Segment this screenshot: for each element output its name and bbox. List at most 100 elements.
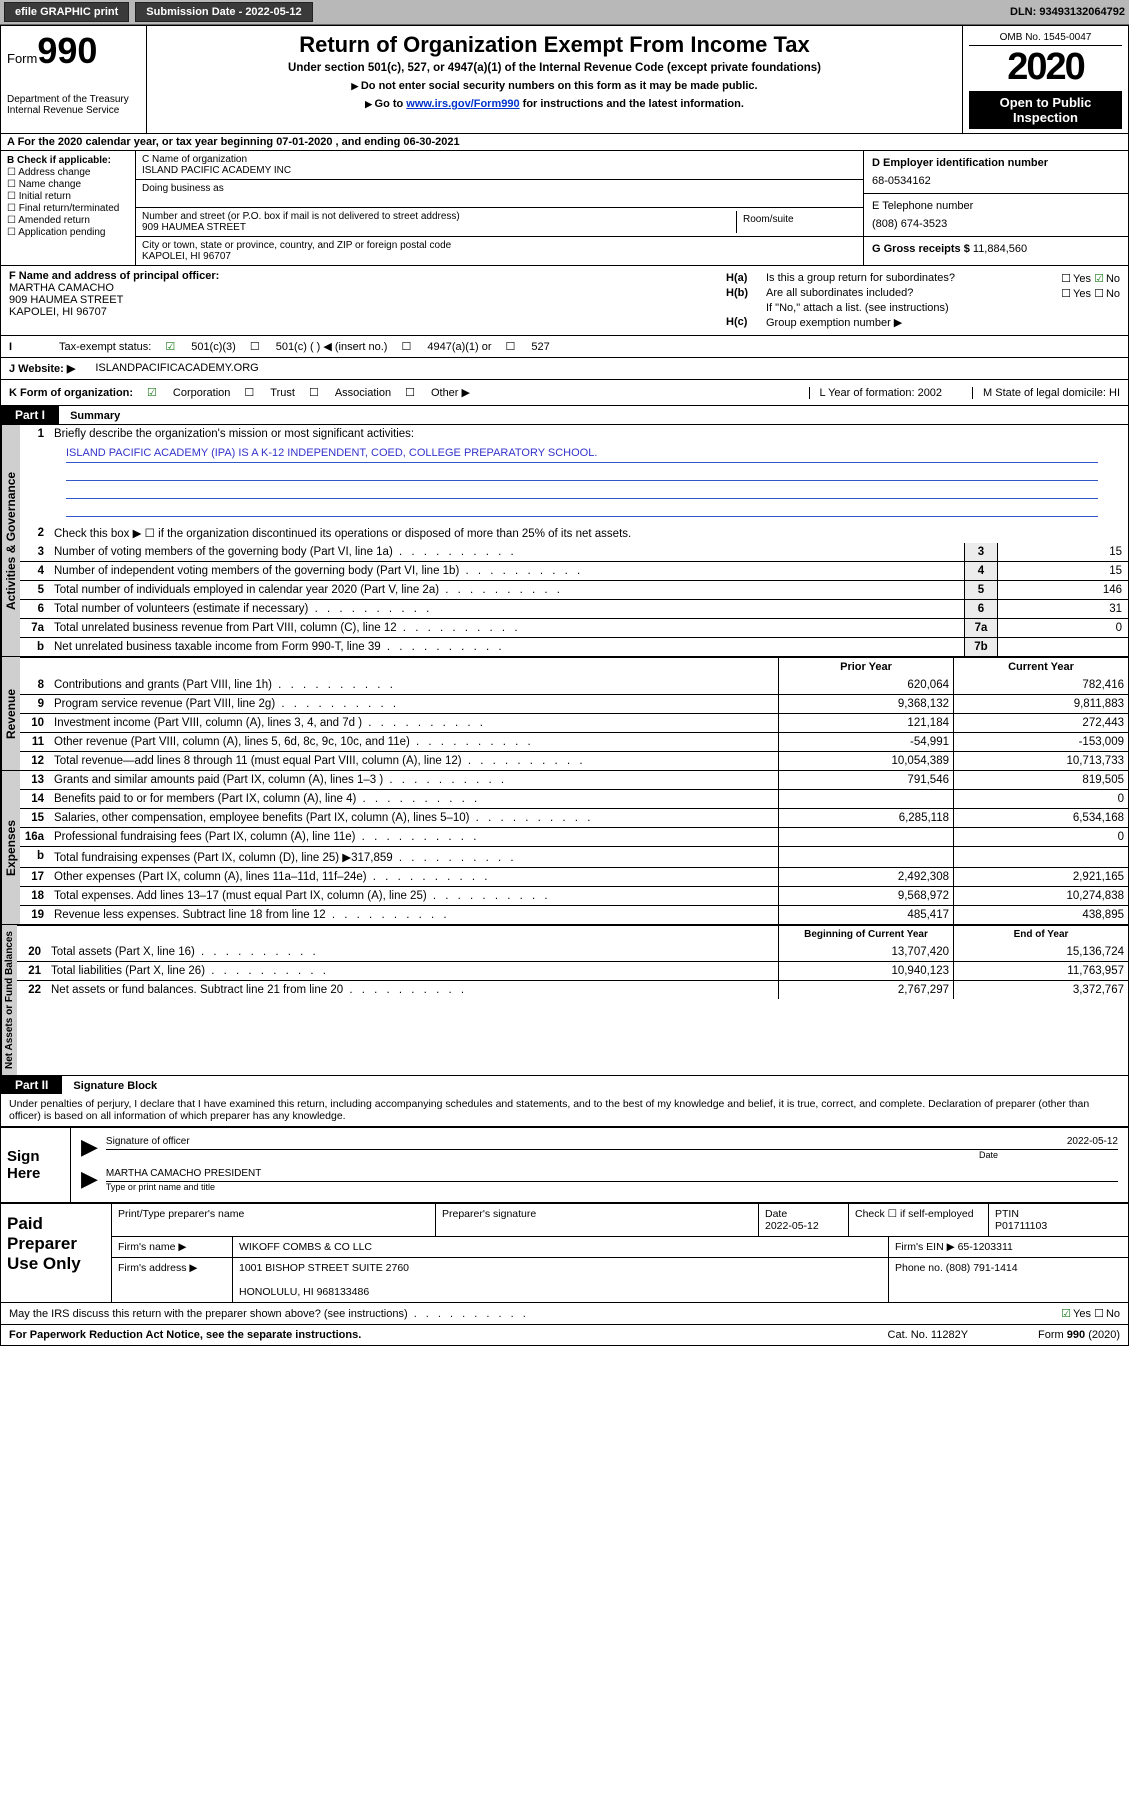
hb-yes[interactable] xyxy=(1061,288,1073,300)
chk-corporation[interactable] xyxy=(147,386,159,399)
gov-line-4: 4Number of independent voting members of… xyxy=(20,561,1128,580)
chk-name-change[interactable]: Name change xyxy=(7,179,129,190)
end-year-hdr: End of Year xyxy=(953,926,1128,943)
pra-notice: For Paperwork Reduction Act Notice, see … xyxy=(9,1329,361,1341)
addr-value: 909 HAUMEA STREET xyxy=(142,222,736,233)
chk-amended-return[interactable]: Amended return xyxy=(7,215,129,226)
exp-line-19: 19Revenue less expenses. Subtract line 1… xyxy=(20,905,1128,924)
form-id-cell: Form990 Department of the Treasury Inter… xyxy=(1,26,146,133)
gov-line-6: 6Total number of volunteers (estimate if… xyxy=(20,599,1128,618)
chk-527[interactable] xyxy=(506,340,518,353)
footer-row: For Paperwork Reduction Act Notice, see … xyxy=(1,1324,1128,1345)
rev-line-12: 12Total revenue—add lines 8 through 11 (… xyxy=(20,751,1128,770)
vtab-governance: Activities & Governance xyxy=(1,425,20,656)
part2-title: Signature Block xyxy=(65,1078,165,1094)
irs-link[interactable]: www.irs.gov/Form990 xyxy=(406,98,519,110)
entity-info-grid: B Check if applicable: Address change Na… xyxy=(1,151,1128,265)
tax-label: Tax-exempt status: xyxy=(59,341,151,353)
gov-line-3: 3Number of voting members of the governi… xyxy=(20,543,1128,561)
irs-yes[interactable] xyxy=(1061,1308,1073,1320)
fghj-row: F Name and address of principal officer:… xyxy=(1,265,1128,335)
org-name: ISLAND PACIFIC ACADEMY INC xyxy=(142,165,857,176)
vtab-expenses: Expenses xyxy=(1,771,20,924)
exp-line-b: bTotal fundraising expenses (Part IX, co… xyxy=(20,846,1128,867)
sig-name: MARTHA CAMACHO PRESIDENT xyxy=(106,1168,261,1179)
city-value: KAPOLEI, HI 96707 xyxy=(142,251,857,262)
exp-line-16a: 16aProfessional fundraising fees (Part I… xyxy=(20,827,1128,846)
efile-button[interactable]: efile GRAPHIC print xyxy=(4,2,129,22)
section-netassets: Net Assets or Fund Balances Beginning of… xyxy=(1,925,1128,1076)
gov-line-7a: 7aTotal unrelated business revenue from … xyxy=(20,618,1128,637)
irs-discuss-row: May the IRS discuss this return with the… xyxy=(1,1302,1128,1324)
sig-arrow-icon: ▶ xyxy=(81,1134,98,1160)
exp-line-14: 14Benefits paid to or for members (Part … xyxy=(20,789,1128,808)
principal-officer: F Name and address of principal officer:… xyxy=(1,266,718,335)
rev-line-9: 9Program service revenue (Part VIII, lin… xyxy=(20,694,1128,713)
chk-final-return[interactable]: Final return/terminated xyxy=(7,203,129,214)
netassets-header: Beginning of Current Year End of Year xyxy=(17,925,1128,943)
h-group-return: H(a)Is this a group return for subordina… xyxy=(718,266,1128,335)
sig-arrow-icon-2: ▶ xyxy=(81,1166,98,1192)
col-b-checkboxes: B Check if applicable: Address change Na… xyxy=(1,151,136,265)
omb-number: OMB No. 1545-0047 xyxy=(969,30,1122,46)
tax-status-row: I Tax-exempt status: 501(c)(3) 501(c) ( … xyxy=(1,335,1128,357)
f-addr1: 909 HAUMEA STREET xyxy=(9,294,710,306)
form-990-container: Form990 Department of the Treasury Inter… xyxy=(0,25,1129,1346)
begin-year-hdr: Beginning of Current Year xyxy=(778,926,953,943)
chk-other[interactable] xyxy=(405,386,417,399)
omb-year-cell: OMB No. 1545-0047 2020 Open to Public In… xyxy=(963,26,1128,133)
chk-initial-return[interactable]: Initial return xyxy=(7,191,129,202)
form-label: Form xyxy=(7,51,37,66)
org-name-label: C Name of organization xyxy=(142,154,857,165)
sig-name-label: Type or print name and title xyxy=(106,1182,1118,1192)
gov-line-5: 5Total number of individuals employed in… xyxy=(20,580,1128,599)
chk-4947[interactable] xyxy=(401,340,413,353)
irs-no[interactable] xyxy=(1094,1308,1106,1320)
m-state: M State of legal domicile: HI xyxy=(972,387,1120,399)
prep-row-1: Print/Type preparer's name Preparer's si… xyxy=(112,1204,1128,1237)
form-title-cell: Return of Organization Exempt From Incom… xyxy=(146,26,963,133)
chk-self-employed[interactable]: Check ☐ if self-employed xyxy=(848,1204,988,1236)
chk-address-change[interactable]: Address change xyxy=(7,167,129,178)
submission-date-button[interactable]: Submission Date - 2022-05-12 xyxy=(135,2,312,22)
gross-value: 11,884,560 xyxy=(973,243,1027,255)
chk-501c3[interactable] xyxy=(165,340,177,353)
section-revenue: Revenue Prior Year Current Year 8Contrib… xyxy=(1,657,1128,771)
l-year: L Year of formation: 2002 xyxy=(809,387,943,399)
form-subtitle-2: Do not enter social security numbers on … xyxy=(153,80,956,92)
mission-block: ISLAND PACIFIC ACADEMY (IPA) IS A K-12 I… xyxy=(20,443,1128,523)
na-line-21: 21Total liabilities (Part X, line 26)10,… xyxy=(17,961,1128,980)
ein-label: D Employer identification number xyxy=(872,157,1120,169)
sig-officer-label: Signature of officer xyxy=(106,1136,190,1147)
paid-preparer-label: Paid Preparer Use Only xyxy=(1,1204,111,1302)
website-row: J Website: ▶ ISLANDPACIFICACADEMY.ORG xyxy=(1,357,1128,379)
part1-header-row: Part I Summary xyxy=(1,406,1128,425)
mission-text: ISLAND PACIFIC ACADEMY (IPA) IS A K-12 I… xyxy=(66,447,1098,463)
form-title: Return of Organization Exempt From Incom… xyxy=(153,32,956,58)
dba-label: Doing business as xyxy=(142,183,857,194)
city-label: City or town, state or province, country… xyxy=(142,240,857,251)
section-expenses: Expenses 13Grants and similar amounts pa… xyxy=(1,771,1128,925)
current-year-hdr: Current Year xyxy=(953,658,1128,676)
section-governance: Activities & Governance 1Briefly describ… xyxy=(1,425,1128,657)
chk-501c[interactable] xyxy=(250,340,262,353)
form-subtitle-1: Under section 501(c), 527, or 4947(a)(1)… xyxy=(153,62,956,74)
vtab-netassets: Net Assets or Fund Balances xyxy=(1,925,17,1075)
chk-association[interactable] xyxy=(309,386,321,399)
hb-no[interactable] xyxy=(1094,288,1106,300)
dln-label: DLN: 93493132064792 xyxy=(1010,6,1125,18)
vtab-revenue: Revenue xyxy=(1,657,20,770)
cat-no: Cat. No. 11282Y xyxy=(888,1329,969,1341)
exp-line-18: 18Total expenses. Add lines 13–17 (must … xyxy=(20,886,1128,905)
ha-yes[interactable] xyxy=(1061,273,1073,285)
ha-no[interactable] xyxy=(1094,273,1106,285)
room-label: Room/suite xyxy=(743,214,851,225)
exp-line-13: 13Grants and similar amounts paid (Part … xyxy=(20,771,1128,789)
na-line-22: 22Net assets or fund balances. Subtract … xyxy=(17,980,1128,999)
chk-application-pending[interactable]: Application pending xyxy=(7,227,129,238)
part2-header-row: Part II Signature Block xyxy=(1,1076,1128,1094)
chk-trust[interactable] xyxy=(244,386,256,399)
form-header: Form990 Department of the Treasury Inter… xyxy=(1,26,1128,134)
web-label: J Website: ▶ xyxy=(9,362,75,375)
f-addr2: KAPOLEI, HI 96707 xyxy=(9,306,710,318)
